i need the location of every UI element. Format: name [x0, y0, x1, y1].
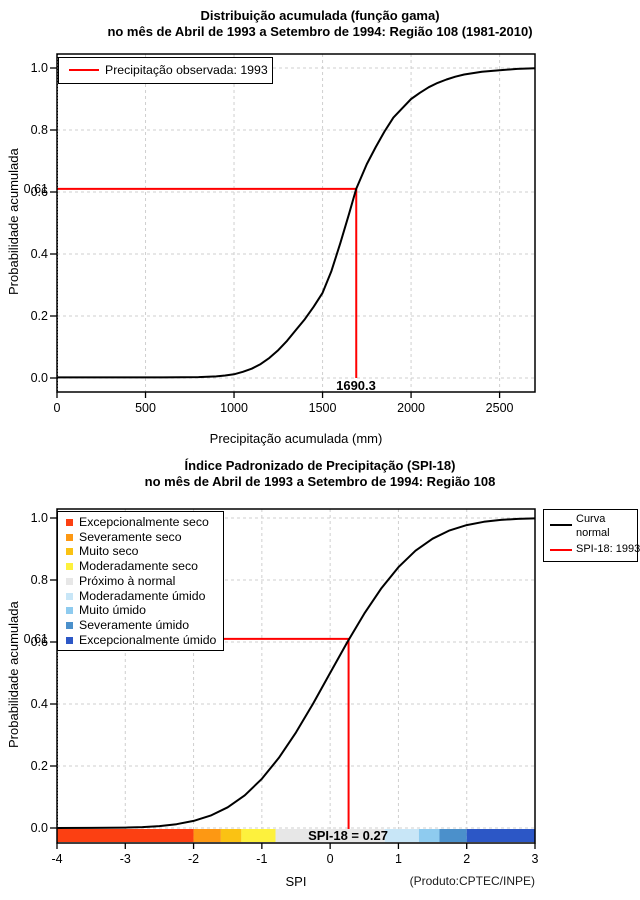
spi-category-item: Próximo à normal [58, 573, 223, 589]
chart2-y-axis-title: Probabilidade acumulada [6, 601, 21, 748]
x-tick-label: 1 [394, 852, 402, 866]
chart1-legend-label: Precipitação observada: 1993 [105, 63, 268, 77]
spi-line-label: SPI-18: 1993 [576, 543, 640, 555]
y-tick-label: 0.4 [30, 697, 48, 711]
category-label: Excepcionalmente úmido [79, 632, 217, 647]
spi-category-item: Muito seco [58, 544, 223, 559]
chart1-y-axis-title: Probabilidade acumulada [6, 148, 21, 295]
x-tick-label: -1 [256, 852, 268, 866]
chart1-title: Distribuição acumulada (função gama) [200, 8, 440, 23]
y-tick-label: 1.0 [30, 511, 48, 525]
cdf-curve [57, 67, 536, 379]
spi-category-band [466, 829, 535, 842]
y-tick-label: 0.6 [30, 185, 48, 199]
x-tick-label: -3 [119, 852, 131, 866]
spi-category-band [418, 829, 440, 842]
normal-curve-label: Curva normal [576, 513, 610, 539]
plot-box [56, 508, 536, 844]
category-color-swatch [66, 607, 73, 615]
plot-box [56, 53, 536, 393]
spi-category-item: Moderadamente seco [58, 559, 223, 574]
category-label: Próximo à normal [79, 573, 176, 588]
category-label: Moderadamente seco [79, 559, 198, 574]
x-tick-label: 500 [135, 401, 156, 415]
product-credit: (Produto:CPTEC/INPE) [409, 874, 535, 888]
x-tick-label: 0 [53, 401, 61, 415]
cdf-curve [56, 517, 536, 829]
y-tick-label: 0.2 [30, 309, 48, 323]
category-color-swatch [66, 548, 73, 556]
spi-categories-legend: Excepcionalmente seco Severamente seco Mui… [57, 511, 224, 651]
x-tick-label: 3 [531, 852, 539, 866]
category-color-swatch [66, 621, 73, 629]
spi-probability-label: 0.61 [23, 632, 48, 646]
chart1-legend: Precipitação observada: 1993 [58, 57, 273, 84]
category-label: Severamente seco [79, 529, 182, 544]
normal-curve-marker [550, 524, 572, 526]
category-color-swatch [66, 636, 73, 644]
spi-category-item: Severamente úmido [58, 617, 223, 633]
chart1-subtitle: no mês de Abril de 1993 a Setembro de 19… [107, 24, 533, 39]
spi-category-band [193, 829, 221, 842]
x-tick-label: -4 [51, 852, 63, 866]
spi-line-marker [550, 549, 572, 551]
spi-category-item: Excepcionalmente seco [58, 515, 223, 530]
x-tick-label: 2500 [485, 401, 514, 415]
y-tick-label: 0.0 [30, 821, 48, 835]
y-tick-label: 1.0 [30, 61, 48, 75]
category-color-swatch [66, 533, 73, 541]
y-tick-label: 0.4 [30, 247, 48, 261]
category-label: Moderadamente úmido [79, 588, 206, 603]
category-color-swatch [66, 592, 73, 600]
y-tick-label: 0.8 [30, 573, 48, 587]
category-label: Severamente úmido [79, 617, 190, 632]
category-label: Muito seco [79, 544, 139, 559]
x-tick-label: 2 [463, 852, 471, 866]
chart2-title: Índice Padronizado de Precipitação (SPI-… [184, 458, 456, 473]
spi-category-band [275, 829, 385, 842]
spi-category-band [439, 829, 467, 842]
spi-category-item: Excepcionalmente úmido [58, 632, 223, 648]
category-label: Muito úmido [79, 603, 146, 618]
spi-category-band [220, 829, 242, 842]
observed-precip-label: 1690.3 [336, 378, 376, 393]
chart2-curves-legend: Curva normal SPI-18: 1993 [543, 509, 640, 562]
spi-category-item: Muito úmido [58, 603, 223, 618]
y-tick-label: 0.6 [30, 635, 48, 649]
spi-category-band [57, 829, 194, 842]
category-color-swatch [66, 519, 73, 526]
spi-category-item: Severamente seco [58, 529, 223, 545]
observed-line-marker [69, 69, 99, 71]
x-tick-label: 2000 [397, 401, 425, 415]
y-tick-label: 0.2 [30, 759, 48, 773]
spi-value-label: SPI-18 = 0.27 [308, 828, 388, 843]
category-color-swatch [66, 563, 73, 571]
chart2-x-axis-title: SPI [285, 874, 307, 889]
y-tick-label: 0.8 [30, 123, 48, 137]
observed-probability-label: 0.61 [23, 182, 48, 196]
spi-category-item: Moderadamente úmido [58, 588, 223, 604]
chart2-subtitle: no mês de Abril de 1993 a Setembro de 19… [144, 474, 496, 489]
x-tick-label: 0 [326, 852, 334, 866]
chart1-x-axis-title: Precipitação acumulada (mm) [209, 431, 383, 446]
x-tick-label: 1500 [308, 401, 337, 415]
category-label: Excepcionalmente seco [79, 515, 209, 529]
x-tick-label: -2 [188, 852, 200, 866]
y-tick-label: 0.0 [30, 371, 48, 385]
spi-category-band [384, 829, 419, 842]
spi-category-band [241, 829, 276, 842]
category-color-swatch [66, 577, 73, 585]
x-tick-label: 1000 [220, 401, 248, 415]
